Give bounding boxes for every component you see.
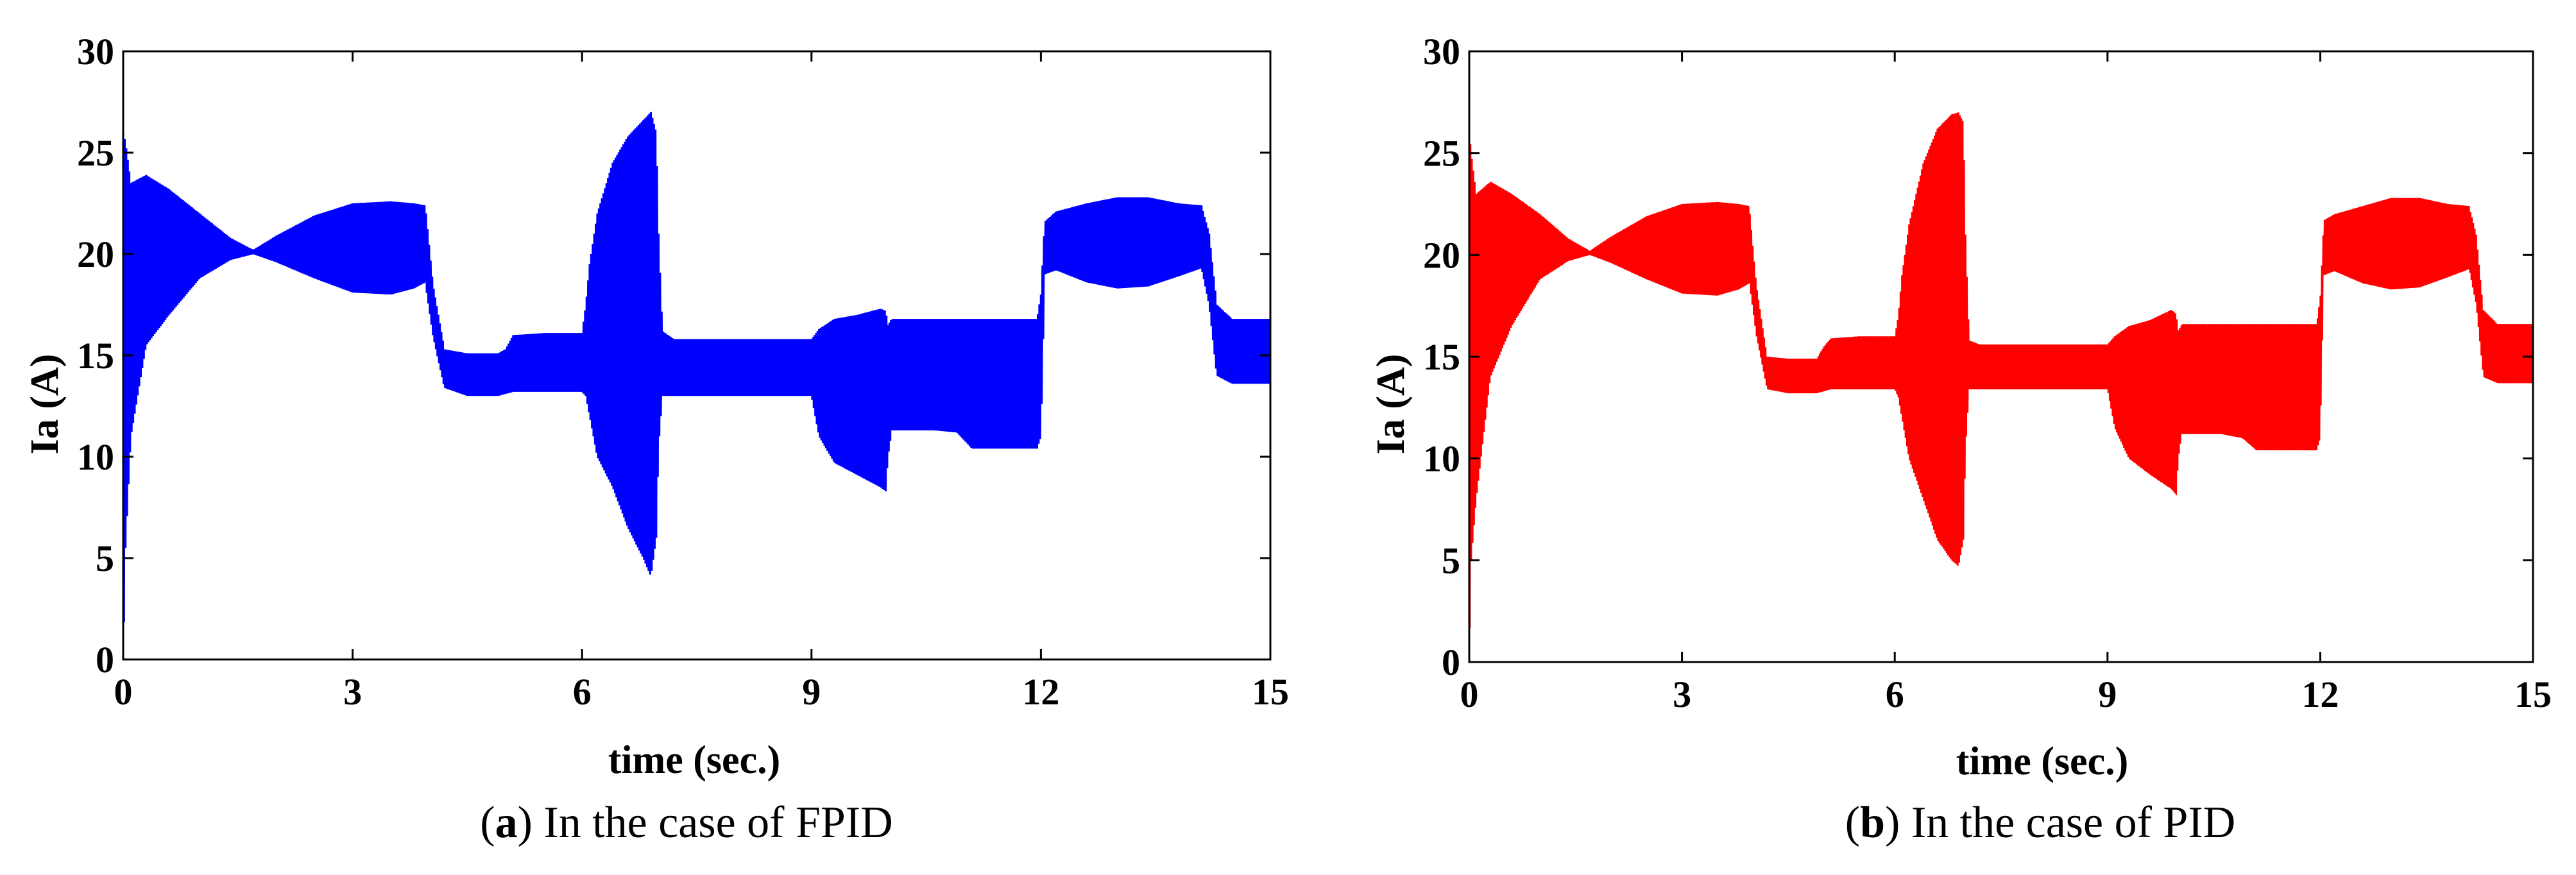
x-tick-label: 15 (1252, 671, 1289, 713)
y-axis-label: Ia (A) (1369, 354, 1413, 455)
x-tick-label: 12 (1022, 671, 1059, 713)
y-tick-label: 25 (1423, 133, 1460, 174)
x-tick-label: 6 (1886, 674, 1904, 715)
y-tick-label: 25 (77, 132, 114, 174)
y-axis-ticks: 0 5 10 15 20 25 30 (1423, 31, 2533, 683)
x-tick-label: 3 (343, 671, 362, 713)
caption-text: In the case of FPID (533, 798, 893, 847)
x-tick-label: 0 (114, 671, 133, 713)
x-tick-label: 9 (802, 671, 821, 713)
y-tick-label: 15 (1423, 336, 1460, 378)
y-tick-label: 0 (96, 639, 114, 681)
caption-paren-close: ) (518, 798, 533, 847)
y-axis-label: Ia (A) (23, 354, 67, 455)
x-axis-label: time (sec.) (1956, 740, 2129, 783)
x-tick-label: 3 (1673, 674, 1691, 715)
y-tick-label: 15 (77, 335, 114, 377)
x-tick-label: 12 (2301, 674, 2339, 715)
plot-area (122, 50, 1272, 661)
panel-caption: (b) In the case of PID (1845, 798, 2235, 847)
x-tick-label: 9 (2098, 674, 2117, 715)
y-tick-label: 10 (1423, 438, 1460, 480)
caption-text: In the case of PID (1900, 798, 2235, 847)
caption-letter: b (1860, 798, 1885, 847)
caption-paren-open: ( (1845, 798, 1860, 847)
series-line (1468, 112, 2534, 629)
y-tick-label: 30 (1423, 31, 1460, 72)
x-axis-label: time (sec.) (608, 738, 781, 782)
plot-area (1468, 50, 2534, 663)
chart-panel-a: 0 5 10 15 20 25 30 0 3 6 9 12 15 time (sec.) Ia (A)… (23, 31, 1289, 847)
x-tick-label: 0 (1460, 674, 1479, 715)
panel-caption: (a) In the case of FPID (480, 798, 892, 847)
y-tick-label: 30 (77, 31, 114, 72)
y-tick-label: 0 (1442, 641, 1460, 683)
series-line (122, 112, 1272, 623)
y-tick-label: 20 (1423, 234, 1460, 276)
y-tick-label: 5 (1442, 539, 1460, 581)
caption-letter: a (495, 798, 518, 847)
x-axis-ticks: 0 3 6 9 12 15 (114, 51, 1289, 713)
y-axis-ticks: 0 5 10 15 20 25 30 (77, 31, 1270, 681)
x-tick-label: 6 (573, 671, 592, 713)
y-tick-label: 10 (77, 436, 114, 478)
y-tick-label: 20 (77, 234, 114, 275)
y-tick-label: 5 (96, 538, 114, 579)
caption-paren-close: ) (1885, 798, 1900, 847)
x-tick-label: 15 (2514, 674, 2552, 715)
chart-panel-b: 0 5 10 15 20 25 30 0 3 6 9 12 15 time (sec.) Ia (A)… (1369, 31, 2552, 847)
x-axis-ticks: 0 3 6 9 12 15 (1460, 51, 2552, 715)
caption-paren-open: ( (480, 798, 495, 847)
